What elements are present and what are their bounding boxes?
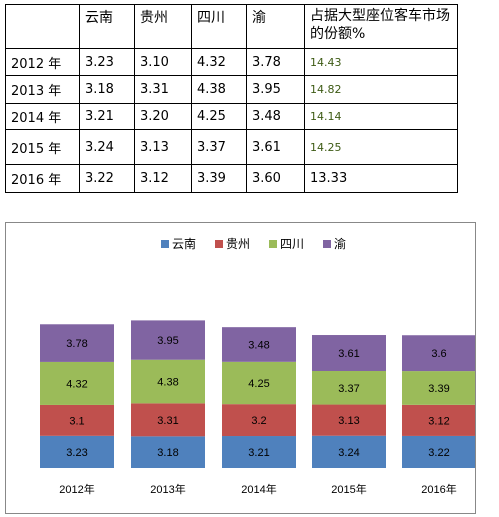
data-label: 4.32 — [66, 378, 87, 390]
bar-segment — [131, 359, 205, 404]
table-row: 2016 年 3.22 3.12 3.39 3.60 13.33 — [5, 164, 458, 193]
data-label: 3.12 — [428, 415, 449, 427]
bar-segment — [402, 404, 475, 436]
bar-segment — [131, 436, 205, 468]
bar-segment — [222, 361, 296, 405]
data-label: 3.1 — [69, 415, 84, 427]
legend-swatch — [215, 240, 223, 248]
header-cell-market-share: 占据大型座位客车市场的份额% — [304, 4, 458, 49]
bar-segment — [312, 335, 386, 371]
bar-segment — [131, 403, 205, 437]
legend-label: 四川 — [280, 237, 304, 251]
value-cell: 3.78 — [246, 48, 305, 76]
legend-swatch — [323, 240, 331, 248]
x-tick-label: 2016年 — [421, 482, 456, 496]
bar-segment — [402, 335, 475, 372]
legend-swatch — [269, 240, 277, 248]
data-label: 3.23 — [66, 447, 87, 459]
data-label: 3.61 — [338, 348, 359, 360]
data-label: 3.21 — [248, 447, 269, 459]
value-cell: 3.31 — [134, 75, 192, 104]
value-cell: 3.21 — [79, 103, 135, 130]
bar-segment — [222, 404, 296, 437]
table-row: 2013 年 3.18 3.31 4.38 3.95 14.82 — [5, 75, 458, 104]
data-label: 3.24 — [338, 447, 359, 459]
header-cell-yunnan: 云南 — [79, 4, 135, 49]
year-cell: 2016 年 — [5, 164, 80, 193]
value-cell: 3.13 — [134, 129, 192, 165]
bar-segment — [312, 370, 386, 405]
data-label: 3.39 — [428, 383, 449, 395]
bar-segment — [40, 435, 114, 468]
table-header-row: 云南 贵州 四川 渝 占据大型座位客车市场的份额% — [5, 4, 458, 49]
header-cell-corner — [5, 4, 80, 49]
bar-segment — [222, 327, 296, 362]
data-label: 4.25 — [248, 378, 269, 390]
x-tick-label: 2014年 — [241, 482, 276, 496]
value-cell: 3.60 — [246, 164, 305, 193]
bar-segment — [131, 320, 205, 360]
value-cell: 3.48 — [246, 103, 305, 130]
share-cell: 14.14 — [304, 103, 458, 130]
bar-segment — [40, 324, 114, 362]
table-row: 2015 年 3.24 3.13 3.37 3.61 14.25 — [5, 129, 458, 165]
legend-swatch — [161, 240, 169, 248]
legend-label: 云南 — [172, 236, 196, 251]
legend-label: 贵州 — [226, 237, 250, 251]
value-cell: 4.38 — [191, 75, 247, 104]
share-cell: 14.25 — [304, 129, 458, 165]
year-cell: 2014 年 — [5, 103, 80, 130]
value-cell: 3.39 — [191, 164, 247, 193]
value-cell: 3.37 — [191, 129, 247, 165]
bar-segment — [222, 436, 296, 468]
data-label: 3.18 — [157, 447, 178, 459]
bar-segment — [402, 435, 475, 468]
x-tick-label: 2012年 — [59, 482, 94, 496]
value-cell: 3.61 — [246, 129, 305, 165]
data-label: 3.95 — [157, 335, 178, 347]
data-label: 3.13 — [338, 415, 359, 427]
stacked-bar-chart: 云南 贵州 四川 渝 3.23 3.1 4.32 3.78 2012年 3.18 3.31 4.38 3… — [40, 236, 475, 496]
chart-area: 云南 贵州 四川 渝 3.23 3.1 4.32 3.78 2012年 3.18 3.31 4.38 3… — [5, 222, 476, 514]
bar-segment — [402, 371, 475, 405]
value-cell: 3.24 — [79, 129, 135, 165]
header-cell-yu: 渝 — [246, 4, 305, 49]
data-label: 3.31 — [157, 415, 178, 427]
value-cell: 3.12 — [134, 164, 192, 193]
data-label: 3.78 — [66, 338, 87, 350]
value-cell: 4.32 — [191, 48, 247, 76]
data-table: 云南 贵州 四川 渝 占据大型座位客车市场的份额% 2012 年 3.23 3.… — [5, 4, 458, 193]
value-cell: 3.20 — [134, 103, 192, 130]
year-cell: 2013 年 — [5, 75, 80, 104]
value-cell: 4.25 — [191, 103, 247, 130]
header-cell-guizhou: 贵州 — [134, 4, 192, 49]
data-label: 3.48 — [248, 339, 269, 351]
table-row: 2014 年 3.21 3.20 4.25 3.48 14.14 — [5, 103, 458, 130]
share-cell: 14.43 — [304, 48, 458, 76]
x-tick-label: 2013年 — [150, 482, 185, 496]
data-label: 3.2 — [251, 415, 266, 427]
data-label: 3.22 — [428, 447, 449, 459]
value-cell: 3.10 — [134, 48, 192, 76]
value-cell: 3.22 — [79, 164, 135, 193]
bar-segment — [312, 435, 386, 468]
value-cell: 3.18 — [79, 75, 135, 104]
bar-segment — [40, 404, 114, 436]
table-row: 2012 年 3.23 3.10 4.32 3.78 14.43 — [5, 48, 458, 76]
bar-segment — [40, 361, 114, 405]
share-cell: 14.82 — [304, 75, 458, 104]
header-cell-sichuan: 四川 — [191, 4, 247, 49]
value-cell: 3.95 — [246, 75, 305, 104]
value-cell: 3.23 — [79, 48, 135, 76]
year-cell: 2015 年 — [5, 129, 80, 165]
year-cell: 2012 年 — [5, 48, 80, 76]
data-label: 4.38 — [157, 377, 178, 389]
bar-segment — [312, 404, 386, 436]
data-label: 3.6 — [431, 348, 446, 360]
x-tick-label: 2015年 — [331, 482, 366, 496]
legend-label: 渝 — [334, 236, 346, 251]
share-cell: 13.33 — [304, 164, 458, 193]
data-label: 3.37 — [338, 383, 359, 395]
